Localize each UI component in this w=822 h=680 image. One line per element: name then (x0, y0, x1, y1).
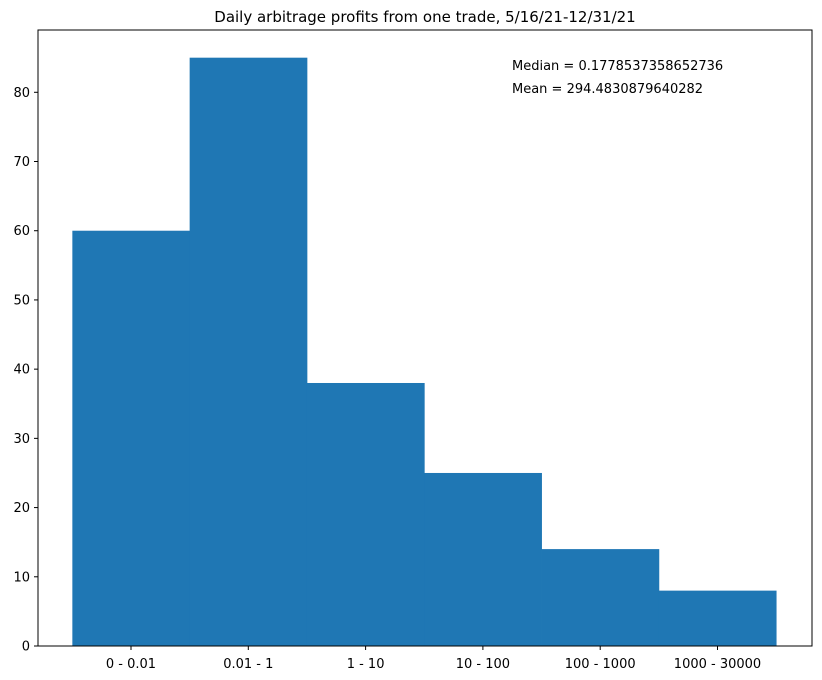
x-tick-label: 0 - 0.01 (106, 657, 156, 672)
y-tick-label: 10 (13, 570, 30, 585)
y-tick-label: 50 (13, 293, 30, 308)
y-tick-label: 40 (13, 363, 30, 378)
x-tick-label: 10 - 100 (456, 657, 510, 672)
x-tick-label: 100 - 1000 (565, 657, 636, 672)
y-tick-label: 20 (13, 501, 30, 516)
mean-annotation: Mean = 294.4830879640282 (512, 82, 703, 97)
y-tick-label: 70 (13, 155, 30, 170)
x-axis: 0 - 0.01 0.01 - 1 1 - 10 10 - 100 100 - 1000… (106, 646, 761, 672)
bar-0-0-01 (72, 230, 191, 646)
x-tick-label: 0.01 - 1 (223, 657, 273, 672)
bar-100-1000 (541, 549, 660, 646)
x-tick-label: 1000 - 30000 (674, 657, 761, 672)
y-tick-label: 0 (22, 640, 30, 655)
y-tick-label: 60 (13, 224, 30, 239)
chart-title: Daily arbitrage profits from one trade, … (214, 8, 635, 26)
x-tick-label: 1 - 10 (347, 657, 385, 672)
y-axis: 0 10 20 30 40 50 60 70 80 (13, 86, 38, 655)
bar-0-01-1 (189, 57, 308, 646)
bar-10-100 (424, 472, 542, 646)
y-tick-label: 30 (13, 432, 30, 447)
bar-1000-30000 (658, 590, 777, 646)
bar-1-10 (306, 382, 425, 646)
bars-layer (72, 57, 777, 646)
median-annotation: Median = 0.1778537358652736 (512, 59, 723, 74)
y-tick-label: 80 (13, 86, 30, 101)
plot-frame (37, 29, 813, 647)
